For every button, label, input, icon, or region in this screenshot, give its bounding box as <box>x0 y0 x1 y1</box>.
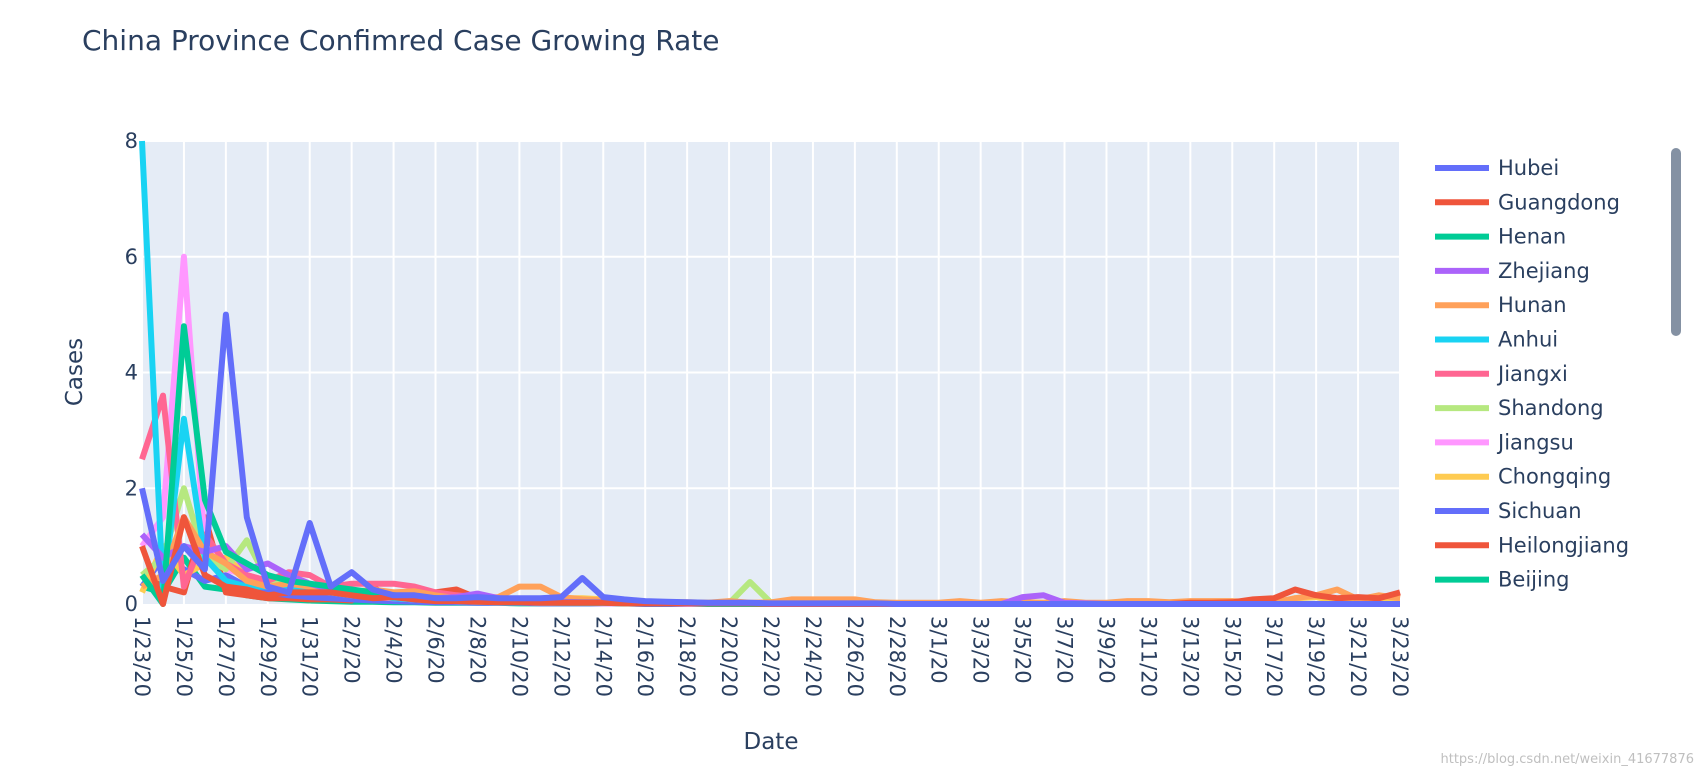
grid <box>141 140 1401 604</box>
legend-label: Jiangxi <box>1496 362 1568 386</box>
chart-title: China Province Confimred Case Growing Ra… <box>82 24 720 57</box>
legend-item-zhejiang[interactable]: Zhejiang <box>1435 259 1590 283</box>
legend-item-guangdong[interactable]: Guangdong <box>1435 190 1620 214</box>
legend-label: Sichuan <box>1498 499 1582 523</box>
legend-label: Guangdong <box>1498 190 1620 214</box>
y-tick-label: 6 <box>125 245 138 269</box>
y-tick-label: 0 <box>125 592 138 616</box>
legend-label: Chongqing <box>1498 465 1611 489</box>
x-tick-label: 3/9/20 <box>1094 616 1118 684</box>
legend-label: Hubei <box>1498 156 1559 180</box>
y-axis-title: Cases <box>62 338 88 406</box>
legend-label: Henan <box>1498 225 1566 249</box>
x-tick-label: 1/23/20 <box>130 616 154 697</box>
y-tick-label: 8 <box>125 129 138 153</box>
legend-item-hubei[interactable]: Hubei <box>1435 156 1559 180</box>
x-tick-label: 2/20/20 <box>717 616 741 697</box>
x-tick-label: 2/24/20 <box>801 616 825 697</box>
series-lines <box>139 140 1401 607</box>
legend-item-chongqing[interactable]: Chongqing <box>1435 465 1611 489</box>
x-tick-label: 2/26/20 <box>843 616 867 697</box>
y-tick-label: 4 <box>125 361 138 385</box>
watermark: https://blog.csdn.net/weixin_41677876 <box>1440 752 1694 767</box>
x-tick-label: 2/14/20 <box>591 616 615 697</box>
legend-item-heilongjiang[interactable]: Heilongjiang <box>1435 533 1629 557</box>
legend-item-henan[interactable]: Henan <box>1435 225 1566 249</box>
legend-label: Jiangsu <box>1496 430 1574 454</box>
legend-label: Heilongjiang <box>1498 533 1629 557</box>
x-tick-label: 3/7/20 <box>1053 616 1077 684</box>
x-tick-label: 2/8/20 <box>465 616 489 684</box>
legend-item-anhui[interactable]: Anhui <box>1435 328 1558 352</box>
x-tick-label: 3/23/20 <box>1388 616 1412 697</box>
x-tick-label: 1/25/20 <box>172 616 196 697</box>
legend-label: Shandong <box>1498 396 1604 420</box>
legend-scrollbar[interactable] <box>1671 148 1681 336</box>
legend-label: Anhui <box>1498 328 1558 352</box>
x-tick-label: 2/16/20 <box>633 616 657 697</box>
x-tick-label: 2/18/20 <box>675 616 699 697</box>
legend-item-shandong[interactable]: Shandong <box>1435 396 1604 420</box>
legend-item-jiangxi[interactable]: Jiangxi <box>1435 362 1568 386</box>
x-tick-label: 3/1/20 <box>927 616 951 684</box>
x-tick-label: 2/22/20 <box>759 616 783 697</box>
x-tick-label: 3/15/20 <box>1220 616 1244 697</box>
x-tick-label: 3/3/20 <box>969 616 993 684</box>
legend-label: Zhejiang <box>1498 259 1590 283</box>
x-tick-label: 3/17/20 <box>1262 616 1286 697</box>
legend-item-jiangsu[interactable]: Jiangsu <box>1435 430 1574 454</box>
x-axis-ticks: 1/23/20 1/25/20 1/27/20 1/29/20 1/31/20 2/2/2… <box>130 616 1412 697</box>
x-tick-label: 2/28/20 <box>885 616 909 697</box>
x-tick-label: 3/5/20 <box>1011 616 1035 684</box>
x-axis-title: Date <box>744 729 799 755</box>
x-tick-label: 1/27/20 <box>214 616 238 697</box>
x-tick-label: 2/6/20 <box>424 616 448 684</box>
legend[interactable]: Hubei Guangdong Henan Zhejiang Hunan Anhui Jia… <box>1435 156 1629 592</box>
x-tick-label: 1/29/20 <box>256 616 280 697</box>
x-tick-label: 2/12/20 <box>549 616 573 697</box>
series-line-hubei[interactable] <box>139 311 1400 607</box>
legend-item-hunan[interactable]: Hunan <box>1435 293 1567 317</box>
x-tick-label: 3/13/20 <box>1178 616 1202 697</box>
legend-label: Beijing <box>1498 568 1569 592</box>
x-tick-label: 2/10/20 <box>507 616 531 697</box>
x-tick-label: 3/11/20 <box>1136 616 1160 697</box>
y-tick-label: 2 <box>125 476 138 500</box>
legend-label: Hunan <box>1498 293 1567 317</box>
legend-item-sichuan[interactable]: Sichuan <box>1435 499 1582 523</box>
x-tick-label: 1/31/20 <box>298 616 322 697</box>
y-axis-ticks: 0 2 4 6 8 <box>125 129 138 616</box>
x-tick-label: 2/2/20 <box>340 616 364 684</box>
legend-item-beijing[interactable]: Beijing <box>1435 568 1569 592</box>
x-tick-label: 3/21/20 <box>1346 616 1370 697</box>
x-tick-label: 3/19/20 <box>1304 616 1328 697</box>
x-tick-label: 2/4/20 <box>382 616 406 684</box>
